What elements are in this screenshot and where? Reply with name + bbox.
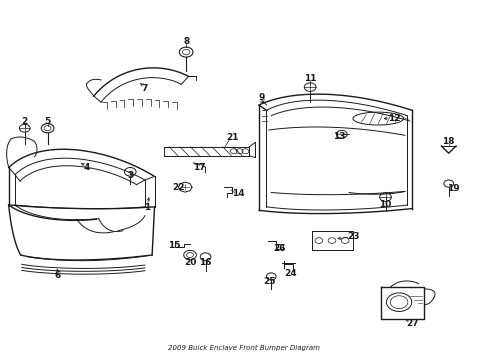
Text: 2: 2 [21, 117, 28, 126]
Text: 21: 21 [225, 132, 238, 141]
Text: 20: 20 [183, 258, 196, 267]
Text: 10: 10 [379, 200, 391, 209]
Text: 18: 18 [442, 137, 454, 146]
Text: 14: 14 [232, 189, 244, 198]
Text: 4: 4 [83, 163, 89, 172]
Text: 23: 23 [347, 232, 360, 241]
Text: 17: 17 [193, 163, 205, 172]
Text: 19: 19 [447, 184, 459, 193]
Text: 16: 16 [199, 258, 211, 267]
Text: 5: 5 [44, 117, 51, 126]
Text: 2009 Buick Enclave Front Bumper Diagram: 2009 Buick Enclave Front Bumper Diagram [168, 345, 320, 351]
Text: 26: 26 [273, 244, 285, 253]
Text: 11: 11 [303, 75, 316, 84]
Text: 1: 1 [144, 203, 150, 212]
Text: 25: 25 [263, 277, 275, 286]
Text: 24: 24 [284, 269, 296, 278]
Text: 13: 13 [332, 132, 345, 141]
Text: 22: 22 [172, 183, 185, 192]
Text: 3: 3 [127, 171, 133, 180]
Text: 7: 7 [142, 84, 148, 93]
Text: 27: 27 [405, 319, 418, 328]
Text: 12: 12 [387, 114, 400, 123]
Text: 9: 9 [258, 93, 264, 102]
Text: 15: 15 [167, 240, 180, 249]
Text: 6: 6 [54, 271, 61, 280]
Text: 8: 8 [183, 37, 189, 46]
